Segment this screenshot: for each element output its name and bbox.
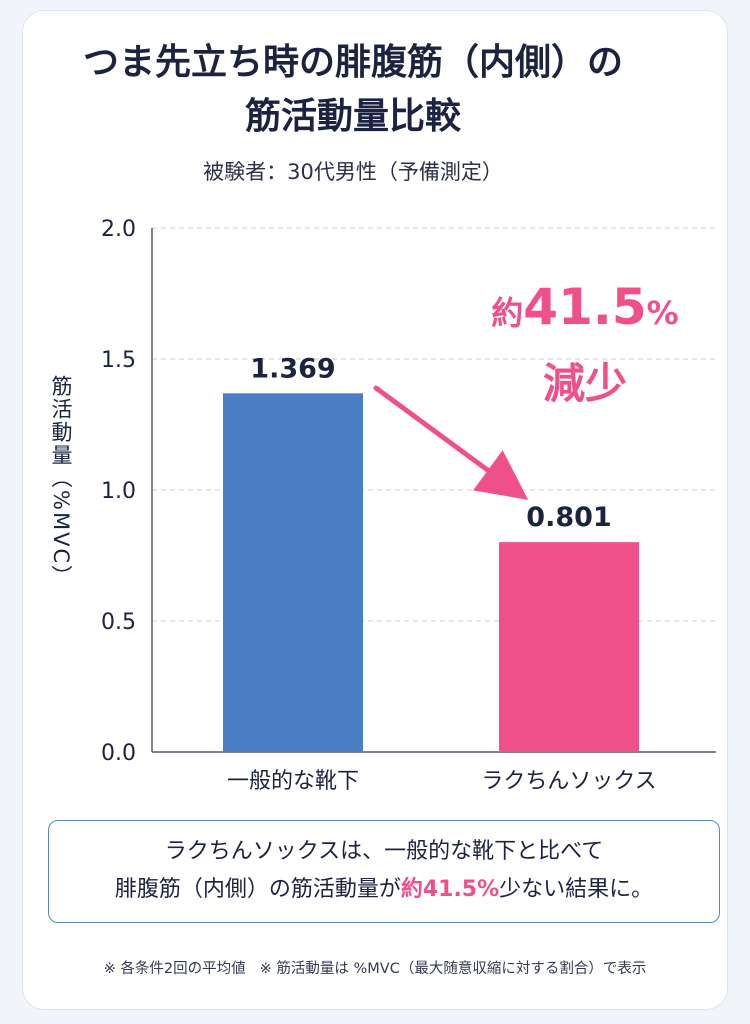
x-tick-label: 一般的な靴下 [227, 769, 359, 794]
y-tick-label: 1.0 [101, 479, 136, 504]
reduction-word: 減少 [542, 359, 627, 408]
y-tick-label: 1.5 [101, 348, 136, 373]
summary-line-2: 腓腹筋（内側）の筋活動量が約41.5%少ない結果に。 [49, 871, 719, 909]
y-tick-label: 0.0 [101, 741, 136, 766]
reduction-suffix: % [646, 294, 679, 332]
bar-value-label: 1.369 [250, 353, 335, 384]
footnote-mvc: ※ 筋活動量は %MVC（最大随意収縮に対する割合）で表示 [259, 961, 647, 977]
bar-1 [223, 393, 363, 752]
summary-highlight: 約41.5% [400, 877, 500, 902]
y-tick-label: 2.0 [101, 217, 136, 242]
footnote: ※ 各条件2回の平均値 ※ 筋活動量は %MVC（最大随意収縮に対する割合）で表示 [0, 957, 750, 978]
x-tick-label: ラクちんソックス [481, 769, 656, 794]
y-tick-label: 0.5 [101, 610, 136, 635]
summary-box: ラクちんソックスは、一般的な靴下と比べて 腓腹筋（内側）の筋活動量が約41.5%… [48, 820, 720, 923]
title-line-1: つま先立ち時の腓腹筋（内側）の [82, 42, 623, 83]
footnote-average: ※ 各条件2回の平均値 [103, 961, 246, 977]
decrease-arrow [373, 385, 529, 500]
reduction-number: 41.5 [523, 278, 647, 336]
title-line-2: 筋活動量比較 [244, 96, 461, 137]
y-axis-label: 筋活動量（%MVC） [49, 375, 73, 589]
summary-line-2-pre: 腓腹筋（内側）の筋活動量が [114, 877, 401, 902]
chart-subtitle: 被験者：30代男性（予備測定） [203, 160, 503, 184]
summary-line-1: ラクちんソックスは、一般的な靴下と比べて [164, 839, 604, 864]
summary-line-2-post: 少ない結果に。 [499, 877, 654, 902]
bar-chart: 0.0 0.5 1.0 1.5 2.0 1.369 一般的な靴下 0.801 ラクちんソックス [101, 217, 716, 794]
reduction-prefix: 約 [491, 294, 524, 332]
bar-value-label: 0.801 [526, 502, 611, 533]
chart-title: つま先立ち時の腓腹筋（内側）の 筋活動量比較 [0, 36, 706, 144]
bar-2 [499, 542, 639, 752]
reduction-callout: 約41.5% [470, 278, 700, 336]
